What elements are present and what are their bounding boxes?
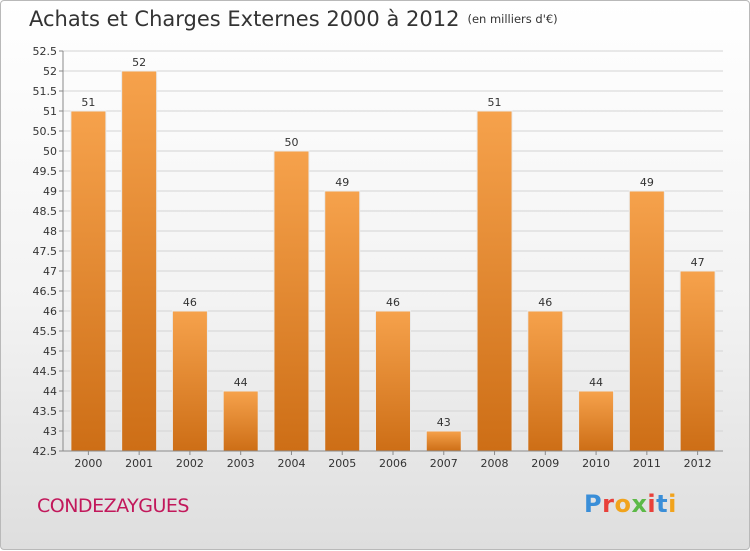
data-label: 46 [538, 296, 552, 309]
x-tick-label: 2001 [125, 457, 153, 470]
bar-2006 [375, 310, 411, 452]
data-label: 51 [81, 96, 95, 109]
logo-letter: o [614, 490, 632, 518]
data-label: 44 [234, 376, 248, 389]
data-label: 51 [488, 96, 502, 109]
data-label: 43 [437, 416, 451, 429]
y-tick-label: 50 [43, 145, 57, 158]
y-tick-label: 47.5 [33, 245, 58, 258]
y-tick-label: 46.5 [33, 285, 58, 298]
logo-letter: i [668, 490, 677, 518]
x-tick-label: 2007 [430, 457, 458, 470]
y-tick-label: 48.5 [33, 205, 58, 218]
y-tick-label: 50.5 [33, 125, 58, 138]
y-tick-label: 49 [43, 185, 57, 198]
logo-letter: P [584, 490, 603, 518]
bar-2001 [121, 70, 158, 452]
y-tick-label: 51.5 [33, 85, 58, 98]
bar-2002 [171, 310, 208, 452]
logo-letter: i [647, 490, 657, 518]
labels: 42.5 43 43.5 44 44.5 45 45.5 46 46.5 47 47.5 48 48.5… [33, 45, 712, 470]
y-tick-label: 52 [43, 65, 57, 78]
proxiti-logo: Proxiti [584, 490, 677, 518]
y-tick-label: 49.5 [33, 165, 58, 178]
y-tick-label: 43 [43, 425, 57, 438]
bar-2005 [324, 190, 361, 452]
logo-letter: x [631, 490, 648, 518]
bar-2004 [273, 150, 310, 452]
data-label: 46 [386, 296, 400, 309]
data-label: 50 [284, 136, 298, 149]
chart-title: Achats et Charges Externes 2000 à 2012 (e… [29, 7, 558, 31]
y-tick-label: 47 [43, 265, 57, 278]
bar-2009 [527, 310, 564, 452]
bars [70, 70, 716, 452]
data-label: 49 [335, 176, 349, 189]
y-tick-label: 48 [43, 225, 57, 238]
bar-2007 [425, 430, 462, 452]
y-tick-label: 51 [43, 105, 57, 118]
commune-name: CONDEZAYGUES [37, 495, 189, 517]
y-tick-label: 44.5 [33, 365, 58, 378]
y-tick-label: 45.5 [33, 325, 58, 338]
y-tick-label: 45 [43, 345, 57, 358]
bar-2008 [476, 110, 513, 452]
y-tick-label: 52.5 [33, 45, 58, 58]
data-label: 49 [640, 176, 654, 189]
logo-letter: r [602, 490, 615, 518]
data-label: 47 [691, 256, 705, 269]
x-tick-label: 2011 [633, 457, 661, 470]
bar-2010 [578, 390, 615, 452]
bar-2011 [628, 190, 665, 452]
data-label: 52 [132, 56, 146, 69]
y-tick-label: 42.5 [33, 445, 58, 458]
chart-unit: (en milliers d'€) [467, 12, 558, 26]
bar-2012 [679, 270, 716, 452]
x-tick-label: 2005 [328, 457, 356, 470]
x-tick-label: 2003 [227, 457, 255, 470]
chart-title-text: Achats et Charges Externes 2000 à 2012 [29, 7, 460, 31]
logo-letter: t [656, 490, 669, 518]
x-tick-label: 2002 [176, 457, 204, 470]
bar-2003 [222, 390, 259, 452]
x-tick-label: 2012 [684, 457, 712, 470]
x-tick-label: 2008 [481, 457, 509, 470]
x-tick-label: 2000 [74, 457, 102, 470]
x-tick-label: 2004 [277, 457, 305, 470]
bar-2000 [70, 110, 107, 452]
y-tick-label: 44 [43, 385, 57, 398]
x-tick-label: 2010 [582, 457, 610, 470]
data-label: 44 [589, 376, 603, 389]
x-tick-label: 2009 [531, 457, 559, 470]
axes [59, 50, 723, 455]
data-label: 46 [183, 296, 197, 309]
x-tick-label: 2006 [379, 457, 407, 470]
y-tick-label: 43.5 [33, 405, 58, 418]
y-tick-label: 46 [43, 305, 57, 318]
